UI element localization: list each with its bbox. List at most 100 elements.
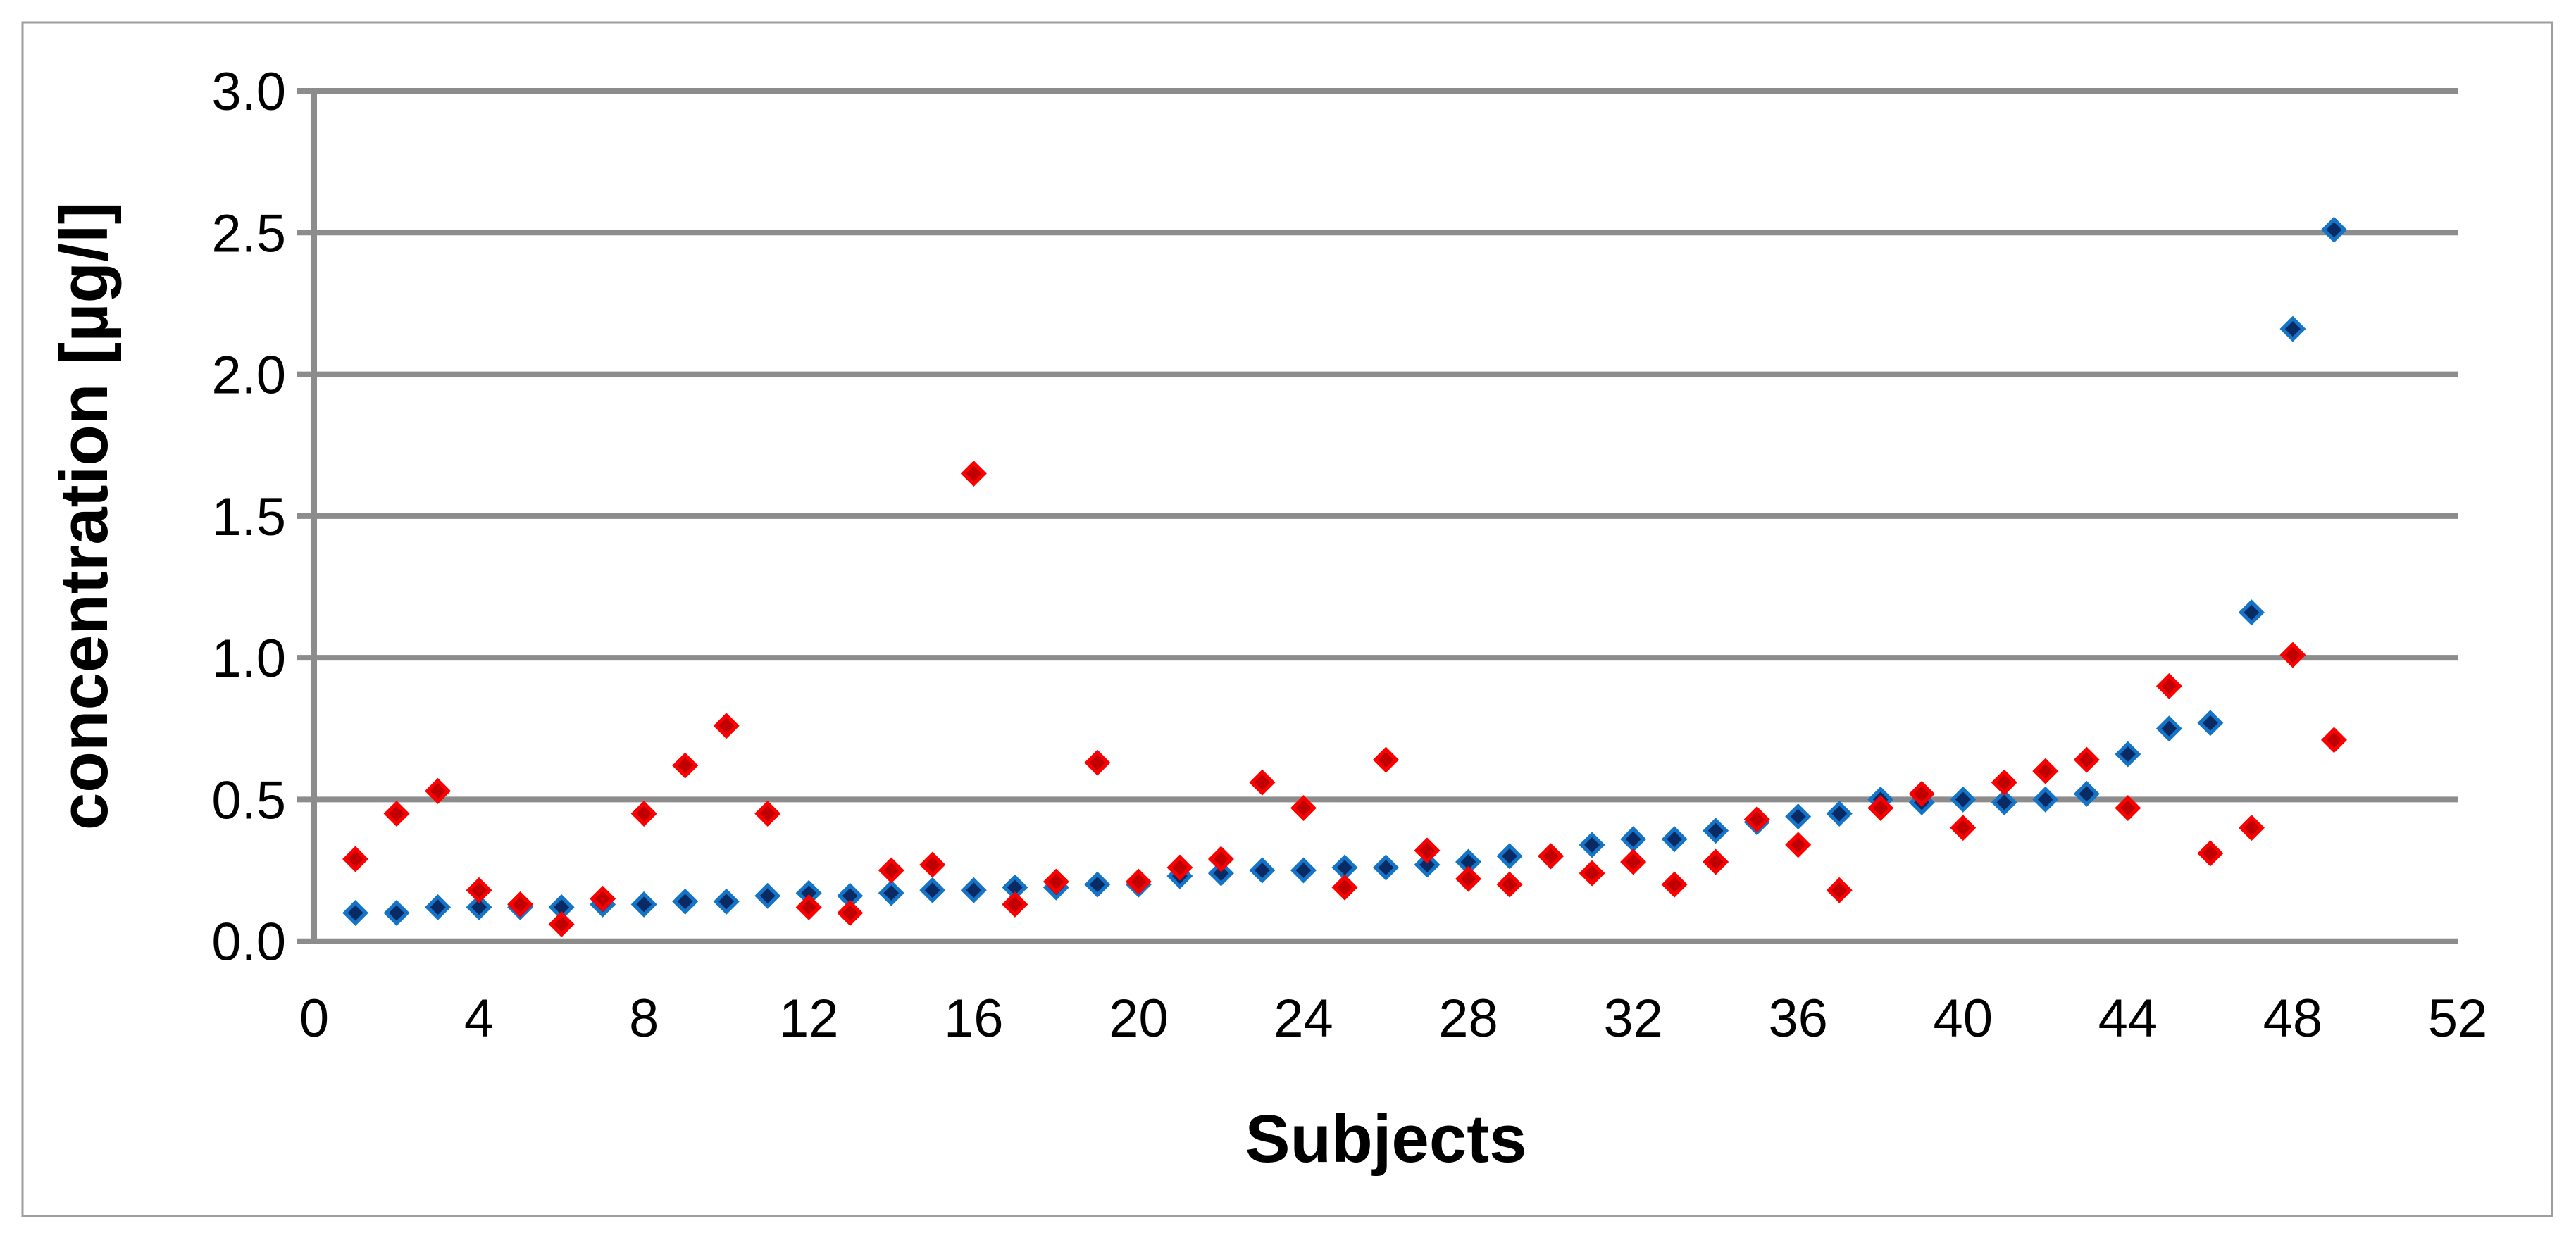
red-marker-core bbox=[1378, 752, 1394, 768]
data-point-blue-subject-10 bbox=[713, 888, 740, 915]
y-tick-label-0.0: 0.0 bbox=[211, 913, 286, 972]
data-point-red-subject-34 bbox=[1703, 848, 1729, 875]
red-marker-core bbox=[347, 851, 363, 867]
data-point-blue-subject-6 bbox=[548, 894, 575, 920]
data-point-red-subject-21 bbox=[1166, 854, 1193, 881]
blue-marker-core bbox=[966, 882, 982, 898]
red-marker-core bbox=[1996, 775, 2012, 791]
data-point-red-subject-19 bbox=[1084, 749, 1111, 776]
blue-marker-core bbox=[1089, 877, 1105, 893]
data-point-red-subject-38 bbox=[1867, 794, 1894, 821]
data-point-blue-subject-45 bbox=[2155, 715, 2182, 742]
data-point-blue-subject-37 bbox=[1826, 801, 1853, 827]
data-point-red-subject-42 bbox=[2032, 758, 2059, 784]
red-marker-core bbox=[1460, 871, 1476, 887]
red-marker-core bbox=[2037, 763, 2053, 779]
gridlines bbox=[297, 88, 2458, 944]
data-point-red-subject-46 bbox=[2197, 840, 2224, 867]
blue-marker-core bbox=[924, 882, 940, 898]
blue-marker-core bbox=[883, 885, 900, 901]
data-point-red-subject-45 bbox=[2155, 672, 2182, 699]
x-tick-label-44: 44 bbox=[2098, 989, 2158, 1048]
red-marker-core bbox=[759, 806, 776, 822]
data-point-blue-subject-13 bbox=[837, 882, 864, 909]
red-marker-core bbox=[1872, 800, 1889, 816]
blue-marker-core bbox=[1378, 860, 1394, 876]
blue-marker-core bbox=[718, 894, 735, 910]
data-point-blue-subject-3 bbox=[425, 894, 452, 920]
blue-marker-core bbox=[1790, 808, 1806, 825]
data-point-blue-subject-36 bbox=[1785, 803, 1812, 830]
data-point-red-subject-22 bbox=[1207, 846, 1234, 872]
blue-marker-core bbox=[1625, 831, 1641, 847]
blue-marker-core bbox=[1996, 794, 2012, 810]
data-point-red-subject-37 bbox=[1826, 877, 1853, 903]
red-marker-core bbox=[471, 882, 487, 898]
data-point-blue-subject-17 bbox=[1002, 874, 1028, 901]
y-axis-title: concentration [µg/l] bbox=[46, 202, 122, 831]
red-marker-core bbox=[1419, 842, 1436, 858]
x-tick-label-4: 4 bbox=[464, 989, 494, 1048]
red-marker-core bbox=[1089, 755, 1105, 771]
red-marker-core bbox=[1254, 775, 1270, 791]
data-point-blue-subject-22 bbox=[1207, 860, 1234, 887]
data-point-red-subject-1 bbox=[342, 846, 369, 872]
data-point-blue-subject-1 bbox=[342, 899, 369, 926]
blue-marker-core bbox=[1295, 863, 1312, 879]
blue-marker-core bbox=[1213, 865, 1229, 882]
data-point-red-subject-7 bbox=[590, 885, 616, 912]
blue-marker-core bbox=[1955, 791, 1971, 808]
data-point-red-subject-4 bbox=[466, 877, 492, 903]
blue-marker-core bbox=[471, 899, 487, 915]
red-marker-core bbox=[1831, 882, 1848, 898]
data-point-red-subject-15 bbox=[919, 851, 946, 878]
data-point-red-subject-39 bbox=[1908, 780, 1935, 807]
data-point-red-subject-48 bbox=[2279, 641, 2306, 668]
blue-marker-core bbox=[2120, 746, 2136, 763]
red-marker-core bbox=[2326, 732, 2342, 748]
data-point-blue-subject-2 bbox=[383, 899, 410, 926]
data-point-red-subject-43 bbox=[2073, 746, 2100, 773]
blue-marker-core bbox=[1336, 860, 1352, 876]
data-point-red-subject-23 bbox=[1249, 769, 1276, 796]
data-point-blue-subject-11 bbox=[754, 882, 781, 909]
data-point-red-subject-2 bbox=[383, 801, 410, 827]
data-point-blue-subject-24 bbox=[1290, 857, 1317, 884]
data-point-blue-subject-41 bbox=[1991, 789, 2017, 815]
data-point-blue-subject-4 bbox=[466, 894, 492, 920]
data-point-blue-subject-48 bbox=[2279, 315, 2306, 342]
y-tick-label-3.0: 3.0 bbox=[211, 62, 286, 122]
red-marker-core bbox=[1625, 853, 1641, 870]
data-point-red-subject-31 bbox=[1579, 860, 1605, 887]
data-point-blue-subject-27 bbox=[1414, 851, 1441, 878]
x-tick-label-48: 48 bbox=[2263, 989, 2323, 1048]
data-point-blue-subject-34 bbox=[1703, 818, 1729, 844]
blue-marker-core bbox=[1667, 831, 1683, 847]
x-tick-label-0: 0 bbox=[299, 989, 329, 1048]
red-marker-core bbox=[1914, 786, 1930, 802]
red-marker-core bbox=[2120, 800, 2136, 816]
red-marker-core bbox=[2284, 647, 2301, 663]
data-point-blue-subject-43 bbox=[2073, 780, 2100, 807]
red-marker-core bbox=[554, 916, 570, 932]
data-point-blue-subject-33 bbox=[1661, 826, 1688, 853]
red-marker-core bbox=[801, 899, 817, 915]
x-axis-tick-labels: 0 4 8 12 16 20 24 28 32 36 40 44 48 52 bbox=[299, 989, 2487, 1048]
data-point-blue-subject-23 bbox=[1249, 857, 1276, 884]
red-marker-core bbox=[966, 465, 982, 482]
red-marker-core bbox=[2244, 820, 2260, 836]
blue-marker-core bbox=[2037, 791, 2053, 808]
red-marker-core bbox=[1707, 853, 1724, 870]
blue-marker-core bbox=[430, 899, 446, 915]
red-marker-core bbox=[430, 783, 446, 799]
data-point-red-subject-8 bbox=[630, 801, 657, 827]
red-marker-core bbox=[1790, 837, 1806, 853]
data-point-red-subject-26 bbox=[1373, 746, 1399, 773]
blue-marker-core bbox=[1707, 822, 1724, 839]
x-tick-label-8: 8 bbox=[629, 989, 659, 1048]
x-tick-label-20: 20 bbox=[1109, 989, 1169, 1048]
y-tick-label-2.5: 2.5 bbox=[211, 203, 286, 263]
x-tick-label-12: 12 bbox=[779, 989, 839, 1048]
red-marker-core bbox=[595, 891, 611, 907]
data-point-red-subject-20 bbox=[1125, 868, 1152, 895]
